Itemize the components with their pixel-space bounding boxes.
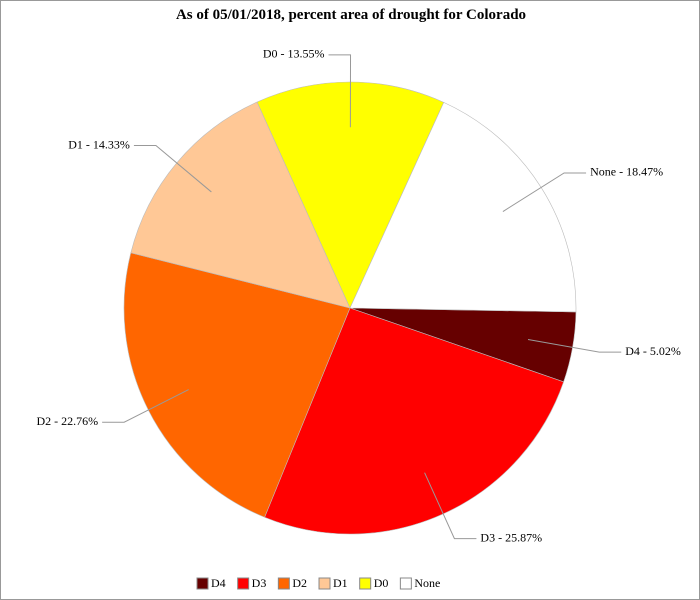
leader-line: [424, 472, 477, 540]
leader-line: [133, 145, 212, 193]
legend-swatch: [196, 577, 209, 590]
data-label: None - 18.47%: [590, 165, 663, 179]
legend-swatch: [359, 577, 372, 590]
data-label: D4 - 5.02%: [625, 344, 681, 358]
legend-label: D0: [374, 576, 389, 590]
legend-swatch: [399, 577, 412, 590]
leader-line: [502, 172, 587, 212]
legend-label: D4: [211, 576, 226, 590]
leader-line: [328, 54, 352, 128]
leader-line: [102, 389, 189, 423]
legend-swatch: [318, 577, 331, 590]
leader-line: [527, 339, 622, 353]
legend-label: D1: [333, 576, 348, 590]
data-label: D1 - 14.33%: [68, 137, 130, 151]
chart-title: As of 05/01/2018, percent area of drough…: [175, 7, 527, 23]
legend-swatch: [277, 577, 290, 590]
data-label: D3 - 25.87%: [480, 530, 542, 544]
legend-swatch: [237, 577, 250, 590]
legend-label: D3: [252, 576, 267, 590]
data-label: D2 - 22.76%: [36, 414, 98, 428]
legend-label: D2: [292, 576, 307, 590]
data-label: D0 - 13.55%: [263, 47, 325, 61]
legend-label: None: [414, 576, 440, 590]
